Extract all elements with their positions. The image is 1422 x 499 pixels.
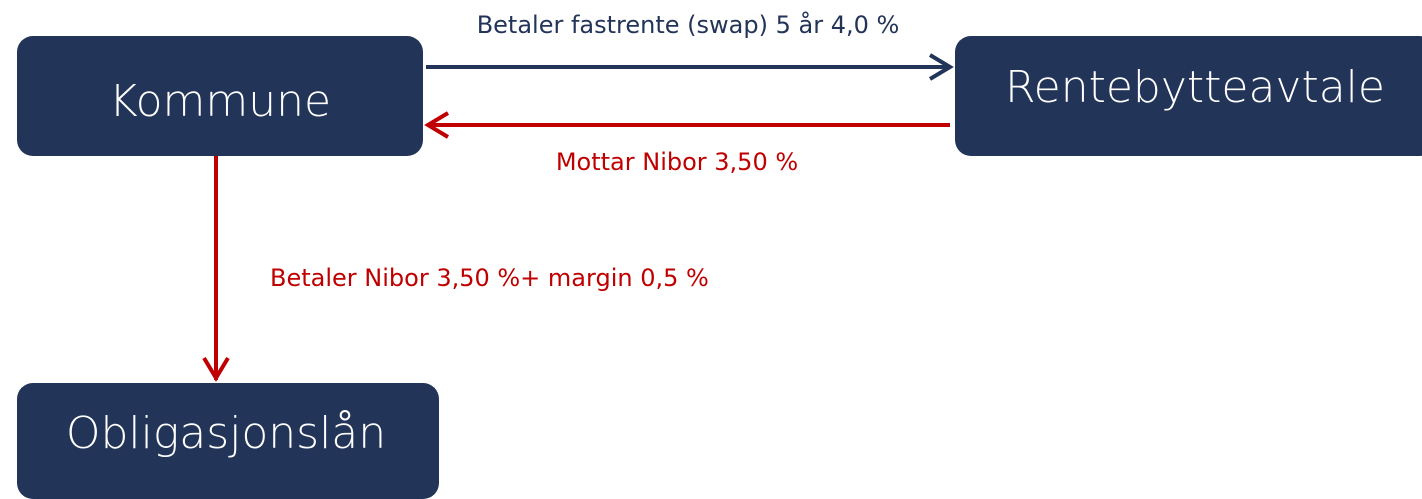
node-label: Rentebytteavtale (1005, 62, 1385, 113)
node-box (17, 383, 439, 499)
edge-label: Betaler fastrente (swap) 5 år 4,0 % (477, 10, 900, 39)
node-box (955, 36, 1422, 156)
edge-label: Betaler Nibor 3,50 %+ margin 0,5 % (270, 264, 709, 292)
arrow-head (202, 356, 230, 382)
node-label: Obligasjonslån (66, 408, 386, 459)
edge-label: Mottar Nibor 3,50 % (556, 148, 798, 176)
arrow-head (928, 53, 954, 81)
node-box (17, 36, 423, 156)
arrow-head (424, 111, 450, 139)
node-label: Kommune (109, 76, 331, 127)
